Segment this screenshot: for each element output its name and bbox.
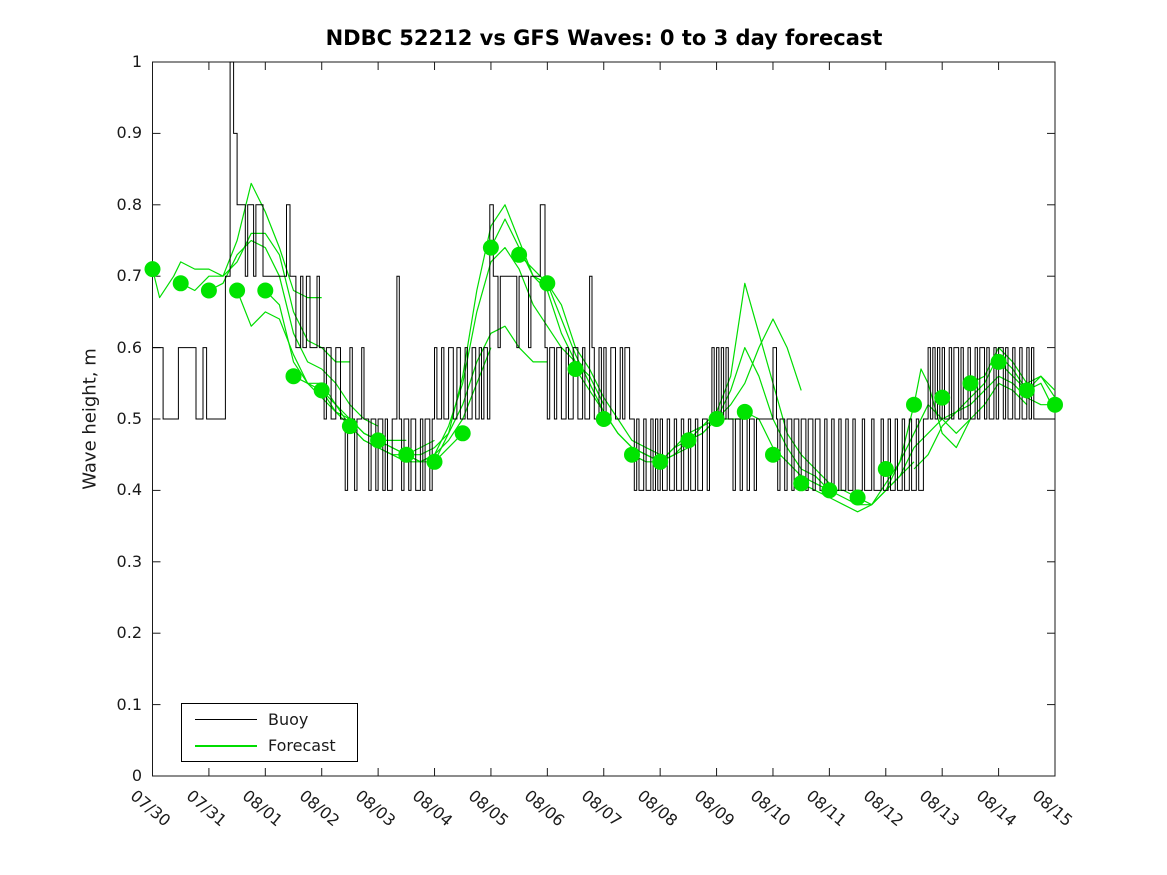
forecast-marker — [285, 368, 302, 385]
y-tick-label: 0.1 — [116, 694, 142, 714]
legend-label-buoy: Buoy — [268, 710, 309, 729]
forecast-marker — [821, 482, 838, 499]
y-tick-label: 0 — [131, 766, 142, 785]
forecast-marker — [511, 246, 528, 263]
forecast-marker — [144, 261, 161, 278]
y-tick-label: 0.6 — [116, 337, 142, 357]
forecast-marker — [539, 275, 556, 292]
buoy-line — [152, 61, 1055, 491]
forecast-marker — [849, 489, 866, 506]
forecast-marker — [313, 382, 330, 399]
y-tick-label: 0.9 — [116, 123, 142, 143]
legend-label-forecast: Forecast — [268, 736, 336, 755]
y-tick-label: 1 — [131, 52, 142, 71]
forecast-line-sample — [195, 744, 257, 747]
forecast-marker — [398, 446, 415, 463]
y-tick-label: 0.7 — [116, 266, 142, 286]
y-tick-label: 0.3 — [116, 551, 142, 571]
forecast-marker — [680, 432, 697, 449]
chart-title: NDBC 52212 vs GFS Waves: 0 to 3 day fore… — [325, 26, 883, 50]
forecast-marker — [990, 353, 1007, 370]
forecast-marker — [172, 275, 189, 292]
forecast-marker — [1018, 382, 1035, 399]
forecast-marker — [962, 375, 979, 392]
legend: Buoy Forecast — [181, 703, 358, 762]
forecast-marker — [652, 453, 669, 470]
forecast-marker — [426, 453, 443, 470]
y-tick-label: 0.2 — [116, 623, 142, 643]
forecast-marker — [708, 411, 725, 427]
y-tick-label: 0.4 — [116, 480, 142, 500]
y-tick-label: 0.5 — [116, 409, 142, 428]
forecast-line — [236, 290, 407, 441]
forecast-marker — [934, 389, 951, 406]
forecast-marker — [257, 282, 274, 299]
legend-item-buoy: Buoy — [195, 710, 357, 730]
forecast-marker — [454, 425, 471, 442]
forecast-marker — [793, 475, 810, 492]
buoy-line-sample — [195, 718, 257, 721]
forecast-marker — [906, 396, 922, 413]
forecast-marker — [567, 361, 584, 377]
forecast-marker — [482, 239, 499, 256]
forecast-marker — [765, 446, 781, 463]
forecast-marker — [1047, 396, 1063, 413]
forecast-marker — [200, 282, 217, 299]
forecast-marker — [624, 446, 640, 463]
forecast-marker — [877, 461, 894, 477]
forecast-marker — [370, 432, 387, 449]
y-tick-label: 0.8 — [116, 194, 142, 214]
forecast-marker — [736, 403, 753, 420]
forecast-marker — [229, 282, 246, 299]
legend-item-forecast: Forecast — [195, 736, 357, 756]
forecast-marker — [595, 411, 612, 427]
forecast-marker — [341, 418, 358, 435]
